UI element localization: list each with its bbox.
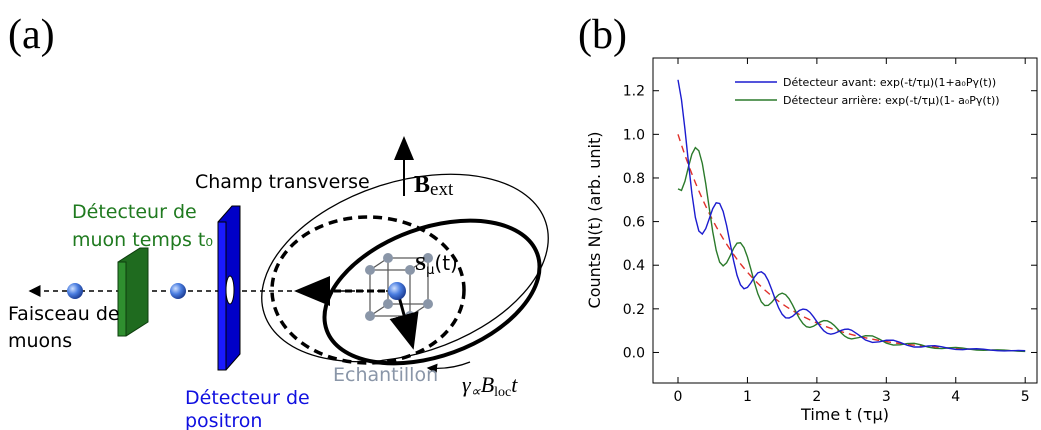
- spin-label: Sμ(t): [415, 251, 458, 278]
- precession-label: γ∝Bloct: [462, 372, 518, 400]
- panel-label: (b): [578, 12, 627, 58]
- precession-arrow: [426, 361, 471, 375]
- detector-hole: [225, 275, 235, 305]
- y-tick-label: 0.2: [623, 302, 645, 318]
- orbit-dashed: [270, 215, 466, 365]
- b-loc-sub: loc: [494, 385, 511, 400]
- b-symbol: B: [414, 172, 430, 198]
- sample-label: Echantillon: [333, 364, 438, 386]
- positron-detector-face: [217, 221, 227, 371]
- spin-arg: (t): [434, 251, 457, 275]
- b-loc: B: [481, 372, 494, 397]
- y-tick-label: 1.0: [623, 127, 645, 143]
- orbit-thick: [322, 218, 542, 366]
- muon: [388, 282, 406, 300]
- time: t: [511, 372, 518, 397]
- t0-detector-face: [117, 261, 127, 337]
- beam-label: muons: [8, 330, 72, 352]
- y-tick-label: 0.8: [623, 171, 645, 187]
- muon: [67, 283, 83, 299]
- gamma: γ: [462, 372, 472, 397]
- x-tick-label: 3: [882, 389, 891, 405]
- b-subscript: ext: [430, 179, 454, 200]
- field-symbol: Bext: [414, 172, 454, 200]
- series-line: [677, 146, 1026, 353]
- panel-label: (a): [8, 12, 55, 58]
- spin-subscript: μ: [426, 263, 434, 278]
- series-line: [677, 79, 1026, 352]
- positron-label: positron: [185, 410, 262, 430]
- t0-label: muon temps t₀: [72, 229, 213, 251]
- plot-frame: [652, 57, 1038, 384]
- x-tick-label: 0: [674, 389, 683, 405]
- t0-label: Détecteur de: [72, 201, 197, 223]
- muon: [170, 283, 186, 299]
- panel-a: (a) Champ transverse Bext Détec: [8, 12, 549, 430]
- legend-label: Détecteur arrière: exp(-t/τμ)(1- a₀Pγ(t)…: [783, 94, 1000, 107]
- y-tick-label: 0.4: [623, 258, 645, 274]
- series-line: [677, 134, 1026, 352]
- x-tick-label: 4: [951, 389, 960, 405]
- field-label: Champ transverse: [195, 171, 370, 193]
- x-tick-label: 1: [743, 389, 752, 405]
- x-tick-label: 5: [1021, 389, 1030, 405]
- y-tick-label: 1.2: [623, 84, 645, 100]
- y-tick-label: 0.6: [623, 215, 645, 231]
- beam-label: Faisceau de: [8, 303, 120, 325]
- spin-arrow: [389, 292, 419, 350]
- legend-label: Détecteur avant: exp(-t/τμ)(1+a₀Pγ(t)): [783, 76, 996, 89]
- positron-label: Détecteur de: [185, 387, 310, 409]
- spin-symbol: S: [415, 253, 426, 275]
- x-tick-label: 2: [812, 389, 821, 405]
- x-axis-label: Time t (τμ): [800, 405, 889, 424]
- y-axis-label: Counts N(t) (arb. unit): [585, 132, 604, 309]
- y-tick-label: 0.0: [623, 345, 645, 361]
- orbit: [261, 173, 549, 363]
- gamma-sub: ∝: [471, 385, 482, 400]
